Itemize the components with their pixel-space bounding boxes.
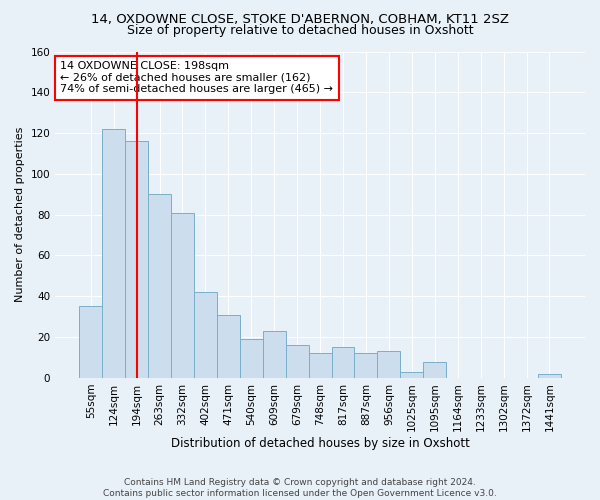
Bar (377, 352, 400, 378)
Bar (102, 129, 125, 378)
Bar (194, 292, 217, 378)
Bar (332, 347, 355, 378)
Bar (400, 372, 423, 378)
Bar (308, 354, 332, 378)
Bar (263, 331, 286, 378)
Bar (148, 194, 171, 378)
Bar (125, 141, 148, 378)
Bar (240, 339, 263, 378)
Bar (538, 374, 561, 378)
X-axis label: Distribution of detached houses by size in Oxshott: Distribution of detached houses by size … (170, 437, 470, 450)
Bar (217, 314, 240, 378)
Text: Size of property relative to detached houses in Oxshott: Size of property relative to detached ho… (127, 24, 473, 37)
Y-axis label: Number of detached properties: Number of detached properties (15, 127, 25, 302)
Bar (286, 345, 308, 378)
Text: Contains HM Land Registry data © Crown copyright and database right 2024.
Contai: Contains HM Land Registry data © Crown c… (103, 478, 497, 498)
Bar (423, 362, 446, 378)
Bar (355, 354, 377, 378)
Bar (171, 212, 194, 378)
Text: 14, OXDOWNE CLOSE, STOKE D'ABERNON, COBHAM, KT11 2SZ: 14, OXDOWNE CLOSE, STOKE D'ABERNON, COBH… (91, 12, 509, 26)
Text: 14 OXDOWNE CLOSE: 198sqm
← 26% of detached houses are smaller (162)
74% of semi-: 14 OXDOWNE CLOSE: 198sqm ← 26% of detach… (61, 62, 334, 94)
Bar (79, 306, 102, 378)
